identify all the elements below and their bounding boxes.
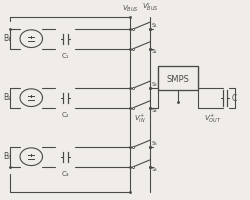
Text: C₃: C₃ (61, 171, 69, 177)
Text: B₂: B₂ (4, 93, 12, 102)
Text: S₁: S₁ (151, 23, 157, 28)
Text: $V_{BUS}$: $V_{BUS}$ (122, 4, 138, 14)
Text: B₁: B₁ (4, 34, 12, 43)
Bar (158, 67, 198, 90)
Text: $V_{OUT}^{+}$: $V_{OUT}^{+}$ (204, 112, 221, 124)
Text: S₂: S₂ (151, 49, 157, 54)
Text: S₆: S₆ (151, 167, 157, 172)
Text: SMPS: SMPS (166, 74, 189, 83)
Text: C₂: C₂ (61, 112, 69, 118)
Text: S₄: S₄ (151, 108, 157, 113)
Text: S₅: S₅ (151, 141, 157, 146)
Text: S₃: S₃ (151, 82, 157, 87)
Text: $V_{IN}^{+}$: $V_{IN}^{+}$ (134, 112, 146, 124)
Text: $V_{BUS}^{\prime}$: $V_{BUS}^{\prime}$ (142, 2, 158, 14)
Text: C₁: C₁ (61, 53, 69, 59)
Text: B₃: B₃ (4, 151, 12, 160)
Text: C: C (232, 94, 237, 103)
